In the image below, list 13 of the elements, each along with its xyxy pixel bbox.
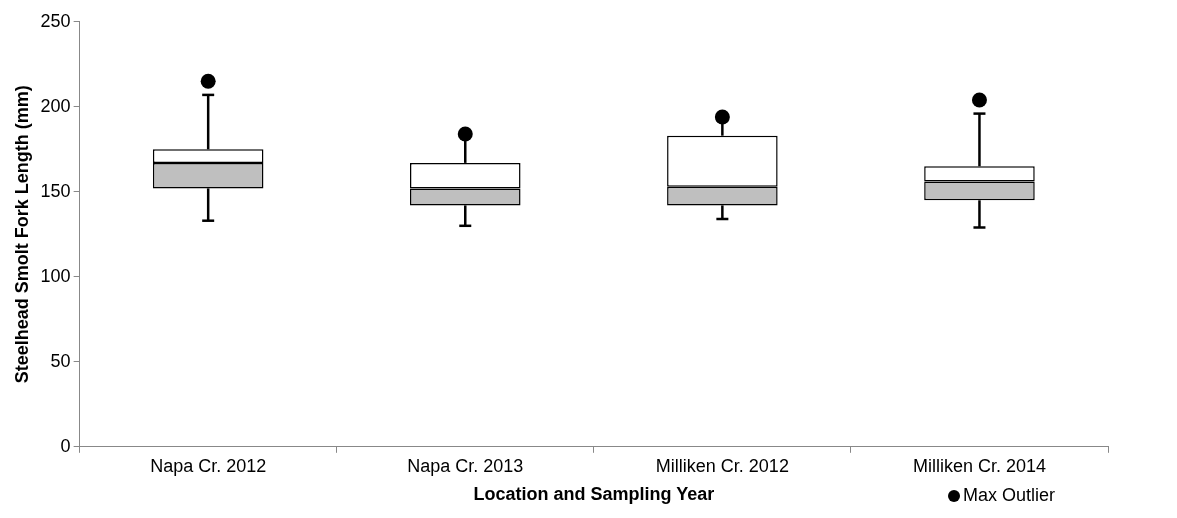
y-tick-label: 100: [40, 265, 71, 286]
x-tick-label: Milliken Cr. 2014: [912, 455, 1046, 476]
y-tick-label: 150: [40, 180, 71, 201]
text: Max Outlier: [963, 485, 1056, 506]
x-tick-label: Napa Cr. 2013: [407, 455, 524, 476]
x-axis-title: Location and Sampling Year: [473, 484, 715, 505]
y-tick-label: 200: [40, 95, 71, 116]
y-tick-label: 250: [40, 10, 71, 31]
x-tick-label: Napa Cr. 2012: [150, 455, 267, 476]
y-tick-label: 0: [60, 435, 71, 456]
x-tick-label: Milliken Cr. 2012: [655, 455, 789, 476]
y-axis-title: Steelhead Smolt Fork Length (mm): [11, 85, 32, 384]
y-tick-label: 50: [50, 350, 71, 371]
